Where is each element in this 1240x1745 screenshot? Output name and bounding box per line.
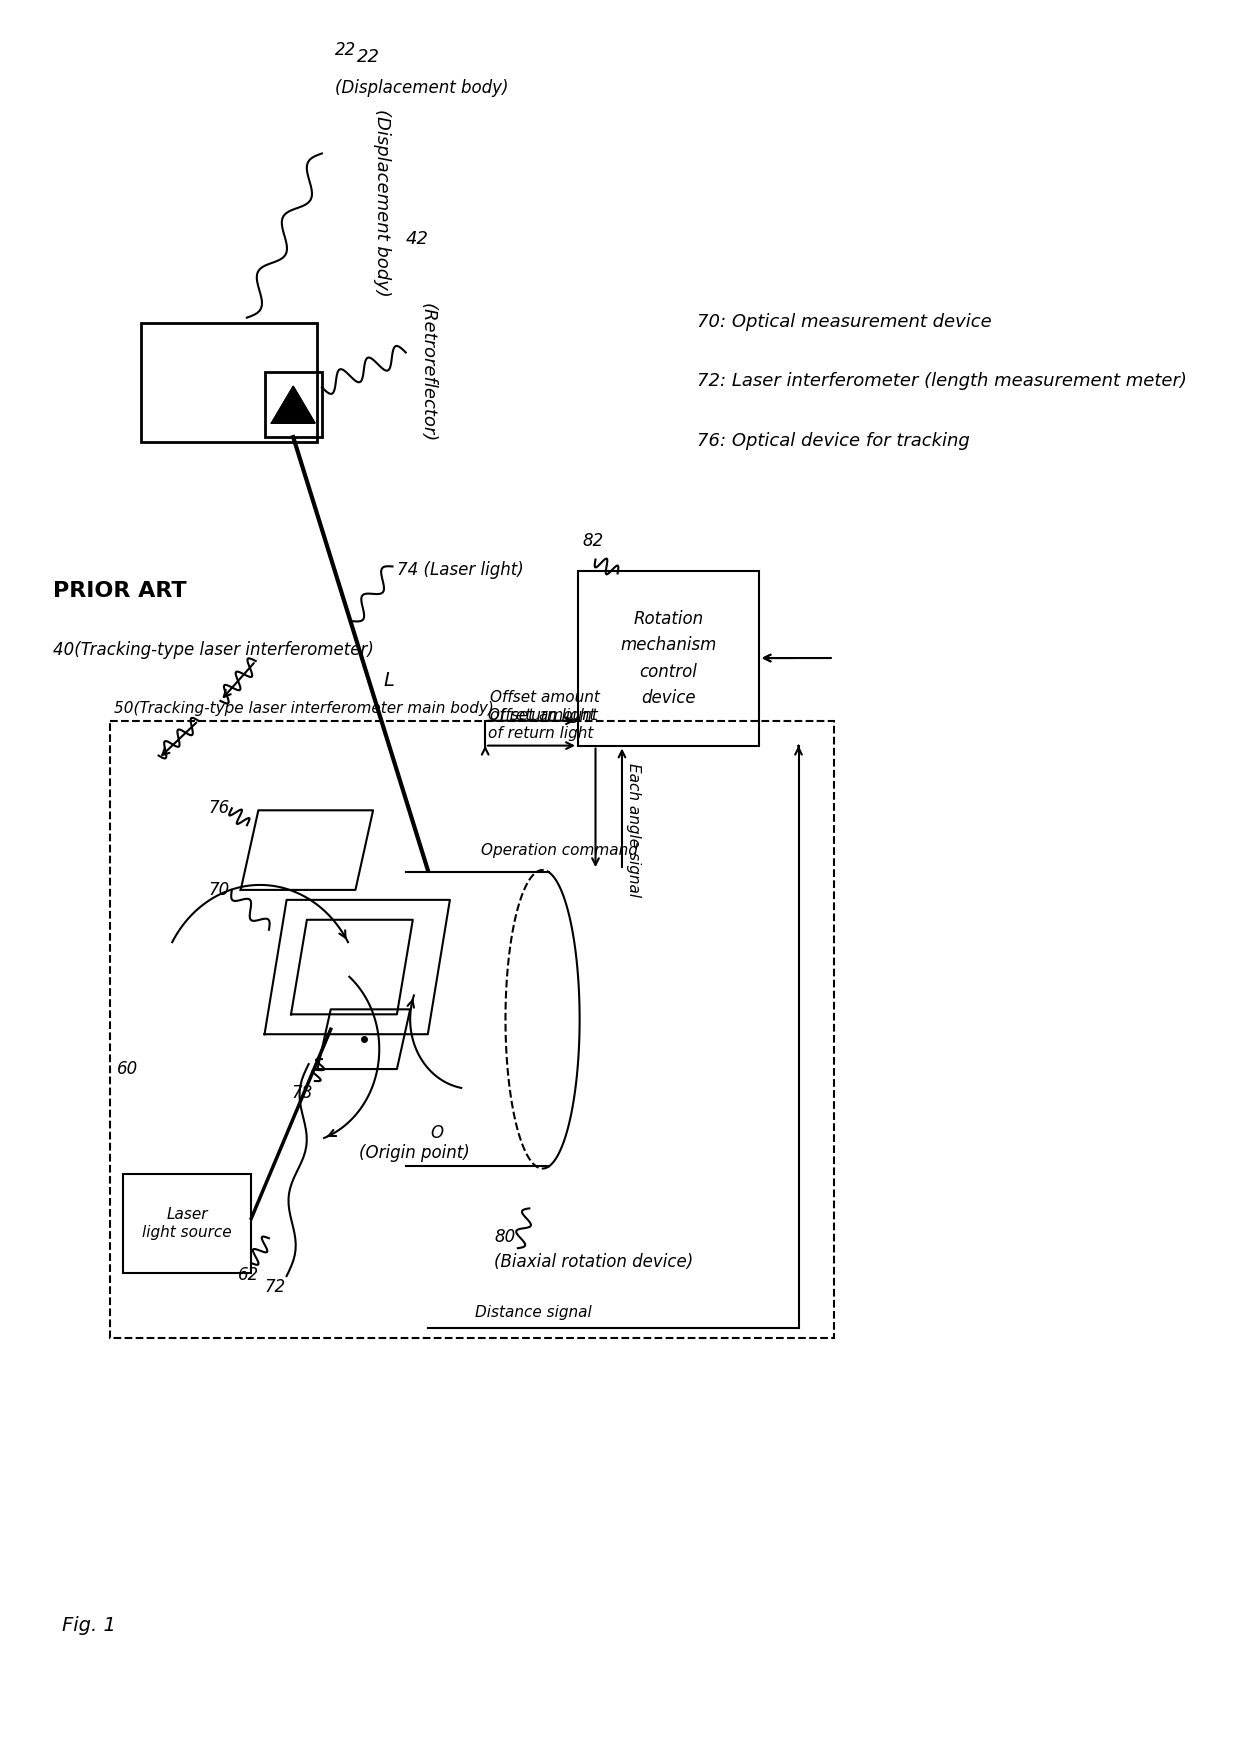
Text: (Biaxial rotation device): (Biaxial rotation device) <box>494 1253 693 1270</box>
Bar <box>123 1174 252 1274</box>
Bar <box>264 372 322 436</box>
Bar <box>110 721 833 1338</box>
Text: PRIOR ART: PRIOR ART <box>53 581 186 602</box>
Text: Each angle signal: Each angle signal <box>626 763 641 897</box>
Text: 60: 60 <box>117 1059 139 1078</box>
Text: 76: Optical device for tracking: 76: Optical device for tracking <box>697 433 970 450</box>
Text: 80: 80 <box>494 1228 516 1246</box>
Text: 42: 42 <box>405 230 429 248</box>
Text: Laser
light source: Laser light source <box>143 1208 232 1239</box>
Text: Operation command: Operation command <box>481 843 637 857</box>
Text: Offset amount
of return light: Offset amount of return light <box>490 691 599 722</box>
Text: 82: 82 <box>583 532 604 550</box>
Text: 50(Tracking-type laser interferometer main body): 50(Tracking-type laser interferometer ma… <box>114 701 495 715</box>
Text: 70: 70 <box>208 881 229 899</box>
Text: 72: Laser interferometer (length measurement meter): 72: Laser interferometer (length measure… <box>697 372 1187 391</box>
Bar <box>578 571 759 745</box>
Text: 70: Optical measurement device: 70: Optical measurement device <box>697 312 992 332</box>
Text: 22: 22 <box>357 47 381 66</box>
Text: 40(Tracking-type laser interferometer): 40(Tracking-type laser interferometer) <box>53 640 373 660</box>
Text: O: O <box>430 1124 443 1141</box>
Text: L: L <box>383 672 394 691</box>
Text: (Retroreflector): (Retroreflector) <box>419 304 436 441</box>
Text: 74 (Laser light): 74 (Laser light) <box>397 562 523 579</box>
Text: (Displacement body): (Displacement body) <box>335 79 508 96</box>
Bar <box>141 323 317 441</box>
Text: 72: 72 <box>264 1277 285 1297</box>
Text: Rotation
mechanism
control
device: Rotation mechanism control device <box>620 611 717 707</box>
Text: 22: 22 <box>335 40 356 59</box>
Text: 76: 76 <box>208 799 229 817</box>
Text: (Origin point): (Origin point) <box>360 1143 470 1162</box>
Text: 78: 78 <box>291 1084 312 1103</box>
Text: Offset amount
of return light: Offset amount of return light <box>487 708 598 740</box>
Text: (Displacement body): (Displacement body) <box>373 110 391 297</box>
Text: Distance signal: Distance signal <box>475 1305 591 1319</box>
Polygon shape <box>272 386 315 424</box>
Text: 62: 62 <box>238 1267 259 1284</box>
Text: Fig. 1: Fig. 1 <box>62 1616 115 1635</box>
